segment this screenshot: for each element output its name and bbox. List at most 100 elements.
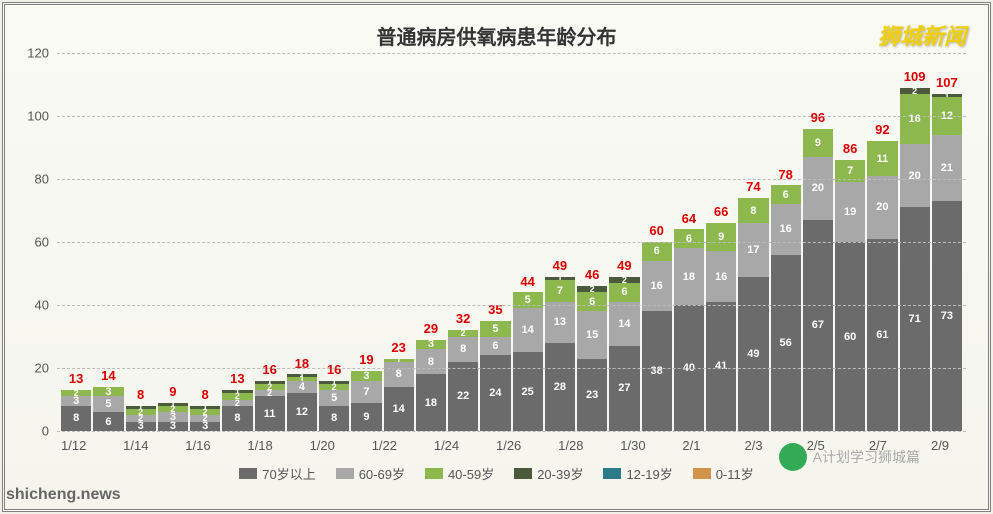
bar-segment: 3	[351, 371, 381, 380]
bar-total-label: 16	[262, 362, 276, 377]
bar-segment: 3	[158, 422, 188, 431]
legend-label: 0-11岁	[716, 464, 754, 483]
legend-label: 40-59岁	[448, 464, 494, 483]
bar-total-label: 86	[843, 141, 857, 156]
y-tick-label: 40	[35, 298, 49, 313]
segment-value: 4	[299, 381, 305, 393]
x-tick-label: 1/26	[496, 438, 558, 453]
bar-segment: 71	[900, 207, 930, 431]
legend-item: 12-19岁	[603, 464, 672, 483]
bar-segment: 3	[61, 396, 91, 405]
bar-total-label: 23	[391, 340, 405, 355]
bar-segment: 8	[738, 198, 768, 223]
bar-segment: 18	[416, 374, 446, 431]
segment-value: 67	[812, 319, 824, 331]
segment-value: 23	[586, 389, 598, 401]
segment-value: 12	[296, 406, 308, 418]
segment-value: 5	[492, 323, 498, 335]
segment-value: 20	[909, 170, 921, 182]
watermark-top-right: 狮城新闻	[878, 19, 966, 51]
bar-segment: 14	[609, 302, 639, 346]
bar-total-label: 9	[169, 384, 176, 399]
bar-segment: 16	[900, 94, 930, 144]
segment-value: 20	[812, 182, 824, 194]
segment-value: 6	[783, 189, 789, 201]
bar-total-label: 66	[714, 204, 728, 219]
bar-segment: 49	[738, 277, 768, 431]
x-tick-label: 1/28	[558, 438, 620, 453]
bar-segment: 20	[803, 157, 833, 220]
segment-value: 17	[747, 244, 759, 256]
segment-value: 11	[877, 153, 889, 165]
bar-segment: 3	[190, 422, 220, 431]
y-tick-label: 120	[27, 46, 49, 61]
segment-value: 24	[489, 387, 501, 399]
bar-segment: 20	[867, 176, 897, 239]
x-tick-label: 2/1	[682, 438, 744, 453]
x-tick-label: 1/30	[620, 438, 682, 453]
segment-value: 73	[941, 310, 953, 322]
bar-total-label: 74	[746, 179, 760, 194]
bar-segment: 25	[513, 352, 543, 431]
bar-total-label: 16	[327, 362, 341, 377]
bar-total-label: 32	[456, 311, 470, 326]
bar-total-label: 14	[101, 368, 115, 383]
bar-total-label: 29	[424, 321, 438, 336]
bar-segment: 73	[932, 201, 962, 431]
segment-value: 18	[683, 271, 695, 283]
watermark-bottom-left: shicheng.news	[6, 486, 121, 504]
bar-segment: 9	[351, 403, 381, 431]
legend-item: 20-39岁	[514, 464, 583, 483]
x-tick-label: 1/20	[310, 438, 372, 453]
chart-title: 普通病房供氧病患年龄分布	[13, 13, 980, 50]
bar-segment: 12	[287, 393, 317, 431]
gridline	[57, 242, 966, 243]
bar-segment: 7	[351, 381, 381, 403]
segment-value: 8	[428, 356, 434, 368]
bar-segment: 6	[771, 185, 801, 204]
bar-segment: 8	[384, 362, 414, 387]
segment-value: 5	[105, 398, 111, 410]
bar-segment: 27	[609, 346, 639, 431]
bar-total-label: 92	[875, 122, 889, 137]
bar-segment: 5	[319, 390, 349, 406]
segment-value: 16	[780, 223, 792, 235]
segment-value: 8	[396, 368, 402, 380]
bar-segment: 16	[771, 204, 801, 254]
bar-segment: 8	[61, 406, 91, 431]
segment-value: 9	[815, 137, 821, 149]
segment-value: 25	[522, 386, 534, 398]
bar-segment: 9	[803, 129, 833, 157]
segment-value: 7	[847, 165, 853, 177]
bar-total-label: 60	[649, 223, 663, 238]
bar-segment: 3	[416, 340, 446, 349]
segment-value: 5	[331, 392, 337, 404]
bar-segment: 18	[674, 248, 704, 305]
segment-value: 6	[654, 245, 660, 257]
watermark-br-text: A计划学习狮城篇	[813, 447, 920, 467]
segment-value: 8	[750, 205, 756, 217]
gridline	[57, 116, 966, 117]
legend-swatch	[239, 468, 257, 479]
gridline	[57, 179, 966, 180]
legend-swatch	[336, 468, 354, 479]
bar-segment: 3	[93, 387, 123, 396]
y-tick-label: 0	[42, 424, 49, 439]
bar-segment: 5	[93, 396, 123, 412]
segment-value: 8	[73, 412, 79, 424]
segment-value: 14	[522, 324, 534, 336]
wechat-icon	[779, 443, 807, 471]
gridline	[57, 368, 966, 369]
gridline	[57, 305, 966, 306]
bar-segment: 23	[577, 359, 607, 431]
bar-segment: 8	[222, 406, 252, 431]
bar-total-label: 19	[359, 352, 373, 367]
gridline	[57, 431, 966, 432]
bar-segment: 8	[416, 349, 446, 374]
y-tick-label: 20	[35, 361, 49, 376]
x-tick-label: 1/12	[61, 438, 123, 453]
segment-value: 16	[715, 271, 727, 283]
bar-segment: 17	[738, 223, 768, 277]
y-tick-label: 60	[35, 235, 49, 250]
bar-segment: 15	[577, 311, 607, 358]
